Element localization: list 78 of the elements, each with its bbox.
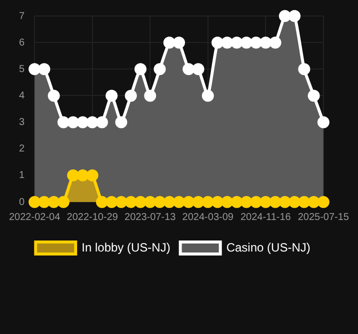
y-tick-label: 7 — [19, 10, 26, 22]
point — [28, 63, 41, 76]
point — [173, 196, 185, 208]
point — [230, 36, 243, 49]
point — [278, 196, 291, 208]
point — [202, 90, 214, 102]
point — [48, 196, 60, 208]
point — [57, 116, 70, 128]
point — [163, 196, 176, 208]
point — [124, 90, 137, 102]
point — [134, 196, 146, 208]
y-tick-label: 0 — [19, 196, 26, 208]
y-tick-label: 2 — [19, 144, 26, 155]
point — [250, 196, 262, 208]
point — [269, 36, 282, 49]
point — [308, 90, 320, 102]
y-tick-label: 1 — [19, 170, 26, 182]
point — [221, 196, 234, 208]
point — [124, 196, 137, 208]
point — [269, 196, 282, 208]
point — [278, 10, 291, 22]
point — [212, 36, 224, 49]
legend-label: Casino (US-NJ) — [226, 240, 310, 254]
point — [240, 196, 252, 208]
point — [230, 196, 243, 208]
point — [182, 196, 195, 208]
y-tick-label: 5 — [19, 64, 26, 75]
point — [96, 196, 108, 208]
point — [38, 196, 50, 208]
point — [76, 169, 89, 182]
point — [212, 196, 224, 208]
point — [76, 116, 89, 128]
x-tick-label: 2023-07-13 — [124, 212, 176, 223]
x-tick-label: 2022-02-04 — [9, 212, 61, 223]
point — [182, 63, 195, 76]
point — [115, 116, 128, 128]
point — [86, 116, 98, 128]
point — [106, 90, 118, 102]
point — [192, 63, 204, 76]
point — [115, 196, 128, 208]
point — [288, 10, 301, 22]
point — [250, 36, 262, 49]
point — [163, 36, 176, 49]
x-tick-label: 2024-11-16 — [240, 212, 292, 223]
point — [308, 196, 320, 208]
point — [260, 196, 272, 208]
point — [144, 90, 156, 102]
point — [260, 36, 272, 49]
point — [192, 196, 204, 208]
x-tick-label: 2025-07-15 — [298, 212, 350, 223]
point — [134, 63, 146, 76]
point — [240, 36, 252, 49]
point — [288, 196, 301, 208]
point — [298, 196, 310, 208]
point — [144, 196, 156, 208]
point — [57, 196, 70, 208]
point — [154, 63, 166, 76]
point — [202, 196, 214, 208]
point — [67, 169, 80, 182]
point — [28, 196, 41, 208]
point — [106, 196, 118, 208]
y-tick-label: 3 — [19, 117, 26, 128]
point — [317, 116, 330, 128]
point — [67, 116, 80, 128]
legend-label: In lobby (US-NJ) — [82, 240, 170, 254]
x-tick-label: 2022-10-29 — [66, 212, 118, 223]
point — [298, 63, 310, 76]
point — [86, 169, 98, 182]
point — [317, 196, 330, 208]
y-tick-label: 6 — [19, 37, 26, 48]
point — [154, 196, 166, 208]
point — [173, 36, 185, 49]
x-tick-label: 2024-03-09 — [182, 212, 234, 223]
point — [221, 36, 234, 49]
point — [48, 90, 60, 102]
y-tick-label: 4 — [19, 90, 26, 102]
point — [38, 63, 50, 76]
point — [96, 116, 108, 128]
